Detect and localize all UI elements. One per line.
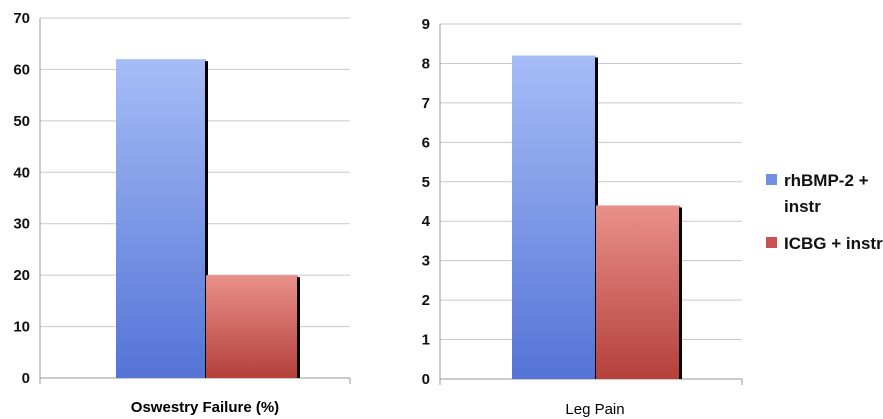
x-axis-label-oswestry: Oswestry Failure (%) [131, 399, 279, 416]
y-tick-oswestry-30: 30 [13, 216, 30, 233]
bar-leg-pain-rhbmp2 [512, 55, 596, 380]
y-tick-leg-pain-9: 9 [422, 16, 430, 33]
y-tick-leg-pain-3: 3 [422, 253, 430, 270]
bar-edge-oswestry-icbg [297, 277, 300, 378]
bar-edge-leg-pain-icbg [679, 207, 682, 379]
y-tick-oswestry-10: 10 [13, 319, 30, 336]
y-tick-leg-pain-0: 0 [422, 371, 430, 388]
y-tick-leg-pain-7: 7 [422, 95, 430, 112]
legend-swatch-icbg [766, 237, 777, 248]
legend-label-icbg: ICBG + instr [784, 234, 883, 253]
y-tick-leg-pain-5: 5 [422, 174, 430, 191]
bar-oswestry-icbg [206, 275, 298, 378]
y-tick-leg-pain-2: 2 [422, 292, 430, 309]
y-tick-oswestry-0: 0 [22, 370, 30, 387]
leg-pain-chart: 0 1 2 3 4 5 6 7 8 9 Leg Pain [422, 16, 743, 418]
y-tick-oswestry-40: 40 [13, 164, 30, 181]
y-tick-leg-pain-1: 1 [422, 332, 430, 349]
y-tick-oswestry-60: 60 [13, 61, 30, 78]
legend-label-rhbmp2-line2: instr [784, 197, 821, 216]
y-tick-oswestry-20: 20 [13, 267, 30, 284]
x-axis-label-leg-pain: Leg Pain [565, 401, 624, 418]
y-tick-leg-pain-8: 8 [422, 55, 430, 72]
bar-leg-pain-icbg [596, 205, 680, 379]
bar-edge-oswestry-rhbmp2 [205, 61, 208, 379]
oswestry-failure-chart: 0 10 20 30 40 50 60 70 Oswestry Failure (%) [13, 10, 351, 416]
y-tick-oswestry-70: 70 [13, 10, 30, 27]
y-tick-oswestry-50: 50 [13, 113, 30, 130]
legend-label-rhbmp2-line1: rhBMP-2 + [784, 171, 869, 190]
bar-oswestry-rhbmp2 [116, 59, 206, 379]
y-tick-leg-pain-6: 6 [422, 134, 430, 151]
legend-swatch-rhbmp2 [766, 174, 777, 185]
y-tick-leg-pain-4: 4 [422, 213, 431, 230]
chart-legend: rhBMP-2 + instr ICBG + instr [766, 171, 883, 253]
